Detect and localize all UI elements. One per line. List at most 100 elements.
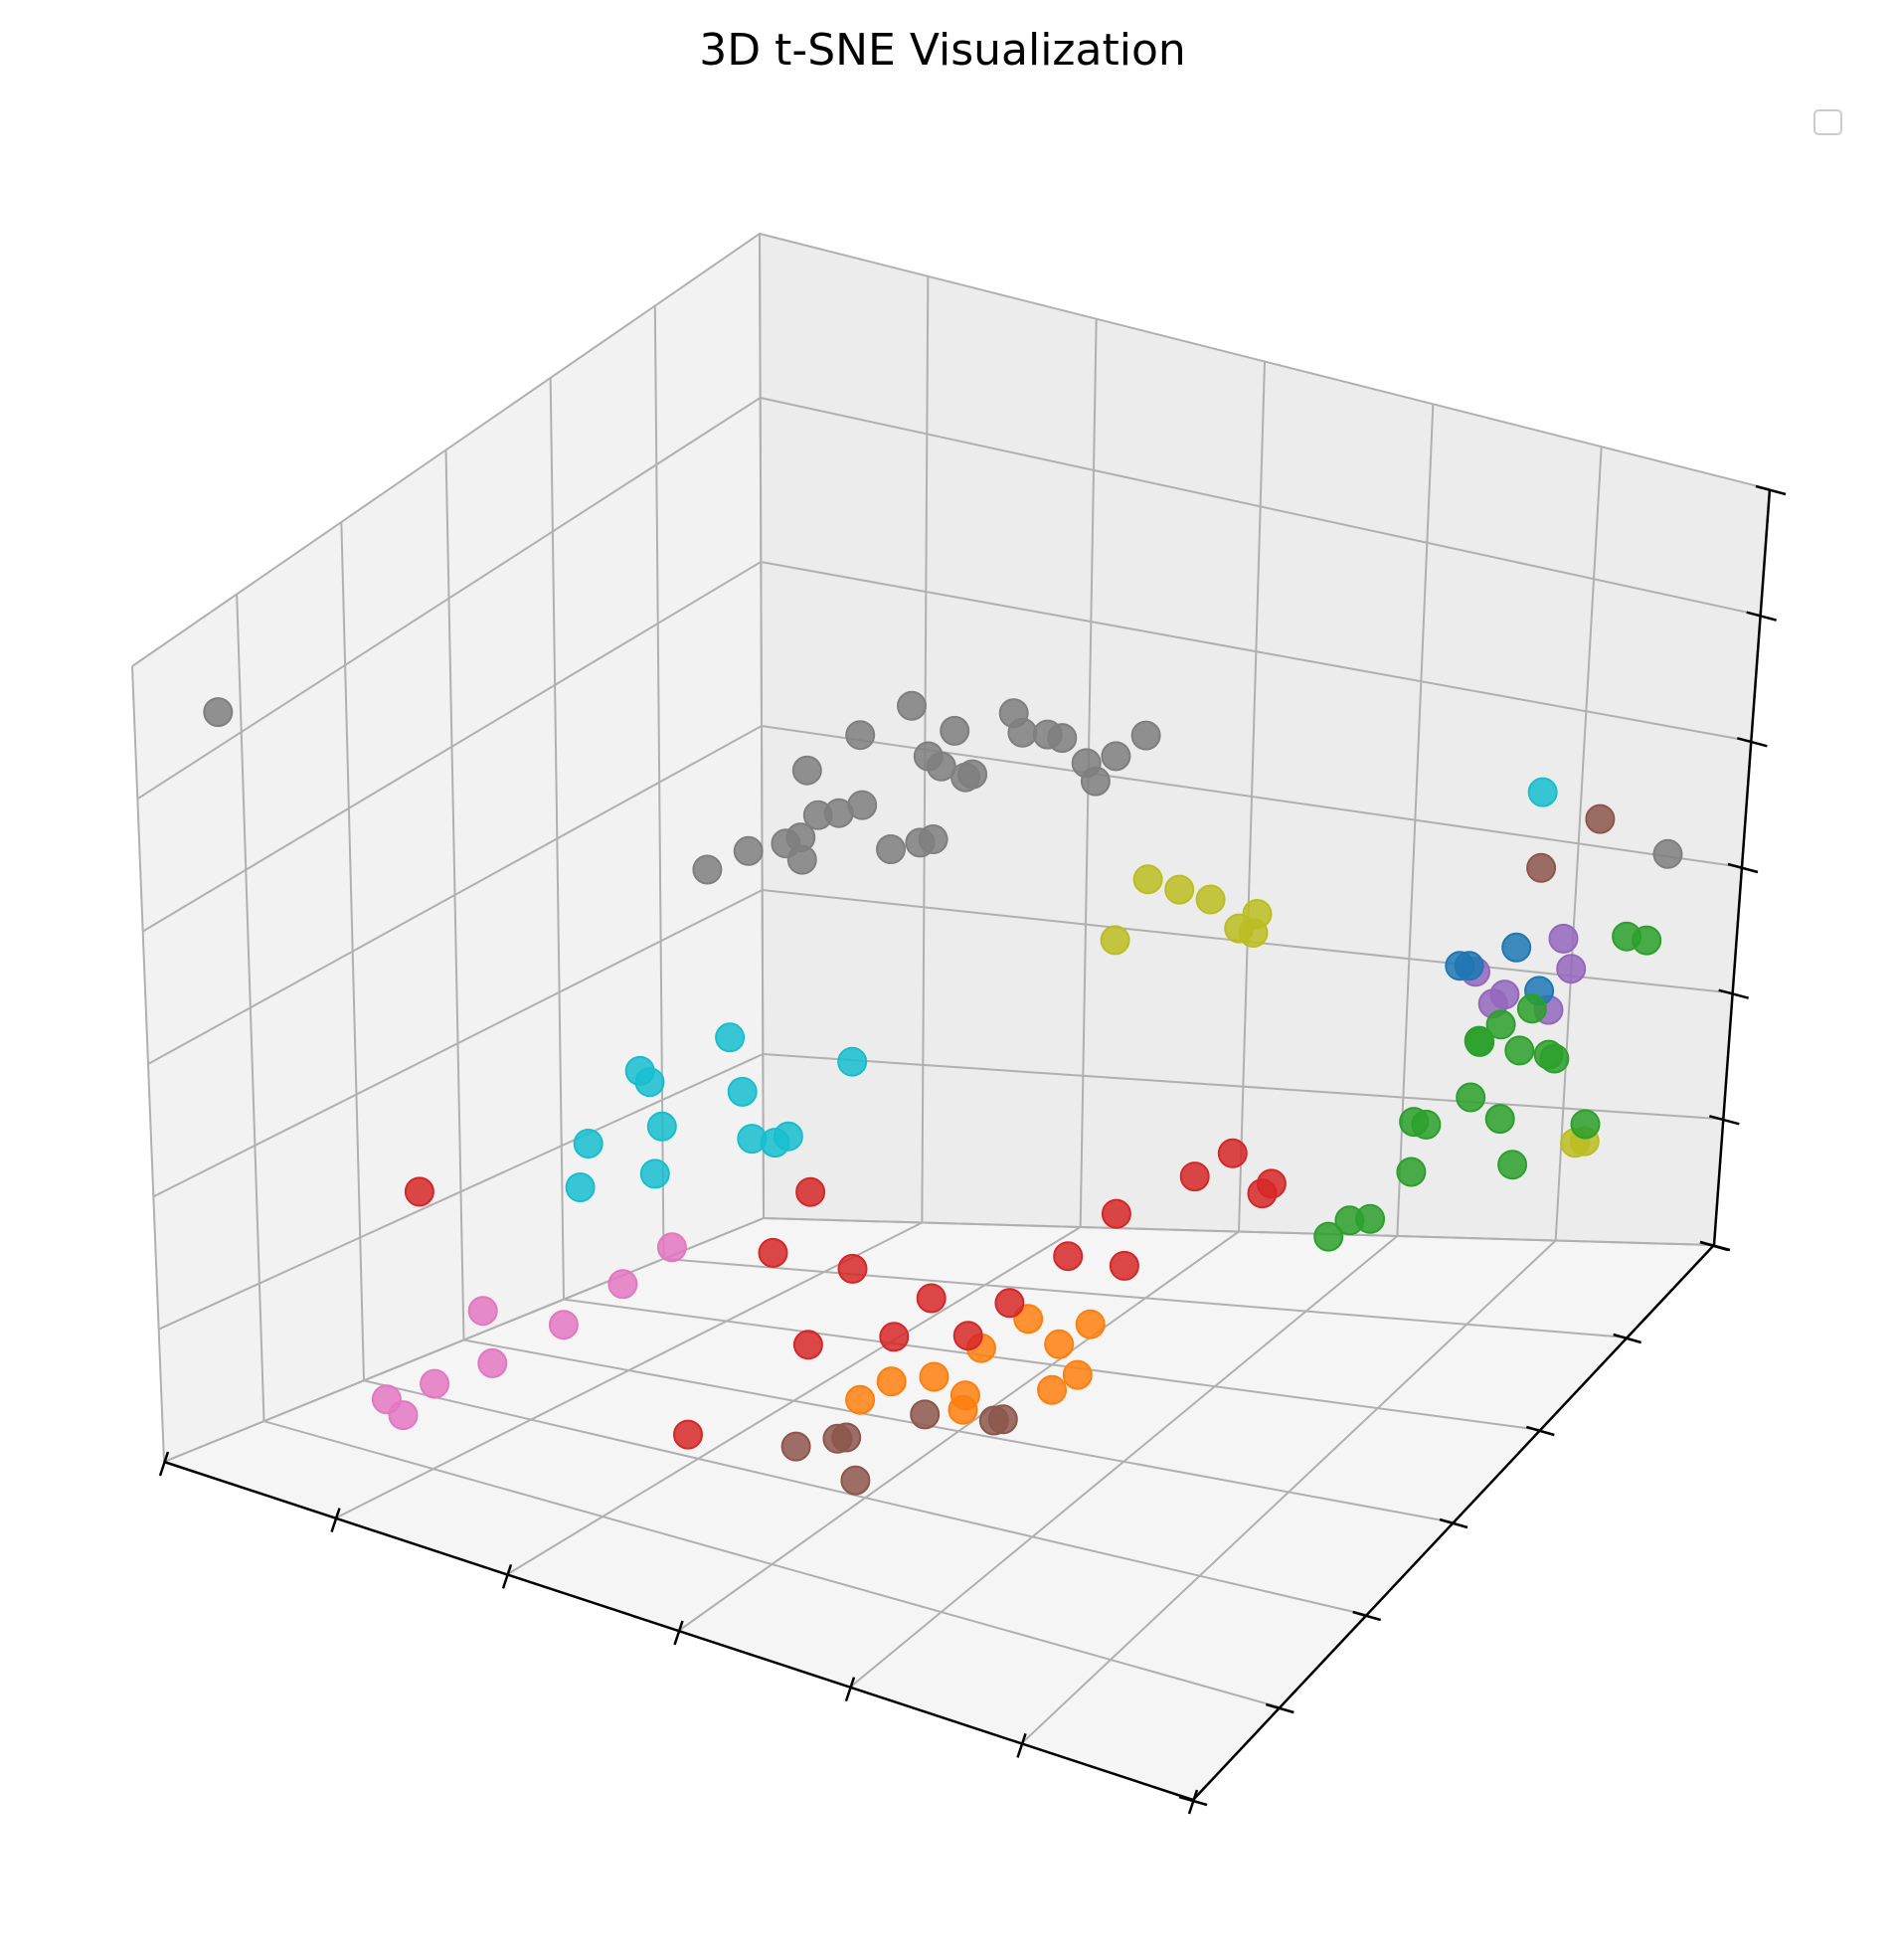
scatter-point-green <box>1485 1009 1516 1040</box>
scatter-point-gray <box>802 800 833 830</box>
scatter-point-orange <box>1037 1374 1067 1405</box>
y-axis-tick <box>1525 1425 1555 1437</box>
scatter-point-red <box>1109 1250 1139 1281</box>
scatter-point-red <box>792 1330 823 1360</box>
x-axis-tick <box>673 1620 684 1646</box>
scatter-point-cyan <box>565 1172 596 1202</box>
scatter-point-cyan <box>624 1055 655 1086</box>
scatter-point-brown <box>1526 852 1557 883</box>
z-axis-tick <box>1727 862 1759 874</box>
scatter-point-cyan <box>1527 777 1558 807</box>
axes-grid <box>131 232 1771 1801</box>
scatter-point-red <box>1053 1241 1084 1272</box>
scatter-point-brown <box>910 1399 941 1430</box>
scatter-point-gray <box>897 690 927 721</box>
scatter-point-green <box>1334 1205 1365 1236</box>
y-axis-tick <box>1699 1240 1729 1252</box>
scatter-point-red <box>837 1253 868 1284</box>
scatter-point-gray <box>940 715 970 746</box>
scatter-point-red <box>916 1283 947 1314</box>
z-axis-tick <box>1709 1115 1740 1126</box>
scatter-point-red <box>952 1321 983 1351</box>
scatter-point-red <box>404 1176 434 1207</box>
scatter-point-olive <box>1100 925 1130 956</box>
scatter-point-gray <box>1080 766 1111 797</box>
scatter-point-blue <box>1454 951 1484 981</box>
scatter-point-pink <box>656 1232 687 1263</box>
x-axis-tick <box>330 1508 341 1533</box>
scatter-point-green <box>1456 1082 1486 1113</box>
y-axis-tick <box>1352 1610 1382 1622</box>
scatter-point-olive <box>1164 874 1195 905</box>
scatter-point-green <box>1516 993 1547 1024</box>
scatter-point-pink <box>467 1296 498 1327</box>
scatter-point-orange <box>876 1366 907 1397</box>
scatter-point-purple <box>1548 923 1579 954</box>
scatter-point-gray <box>203 697 234 728</box>
x-axis-tick <box>1016 1732 1027 1758</box>
scatter-point-orange <box>1044 1329 1075 1359</box>
scatter-point-gray <box>845 720 876 751</box>
scatter-point-pink <box>607 1269 638 1300</box>
x-axis-tick <box>844 1677 856 1702</box>
scatter-point-red <box>1179 1161 1210 1192</box>
y-axis-tick <box>1439 1517 1468 1529</box>
scatter-point-green <box>1533 1039 1564 1070</box>
scatter-point-green <box>1313 1221 1344 1252</box>
x-axis-tick <box>501 1563 513 1589</box>
scatter-point-red <box>1247 1178 1278 1209</box>
y-axis-tick <box>1265 1702 1294 1714</box>
scatter-point-cyan <box>837 1046 868 1077</box>
scatter-point-cyan <box>737 1124 768 1155</box>
scatter-point-gray <box>876 834 906 864</box>
scatter-point-cyan <box>639 1158 670 1189</box>
z-axis-tick <box>1718 988 1749 999</box>
x-axis-tick <box>158 1451 170 1477</box>
scatter-point-gray <box>918 824 948 854</box>
scatter-point-cyan <box>715 1022 746 1053</box>
scatter-point-gray <box>1032 719 1063 750</box>
scatter-point-gray <box>692 854 723 885</box>
scatter-point-olive <box>1132 864 1163 895</box>
scatter-point-gray <box>1652 838 1683 869</box>
pane-floor <box>164 1218 1714 1800</box>
x-axis-tick <box>1187 1789 1199 1815</box>
scatter-point-blue <box>1501 932 1532 963</box>
grid-line-y <box>549 377 1541 1431</box>
scatter-point-gray <box>786 844 817 875</box>
scatter-point-orange <box>948 1394 978 1425</box>
scatter-point-gray <box>847 790 878 820</box>
scatter-point-gray <box>1101 741 1131 772</box>
scatter-point-gray <box>1130 720 1161 751</box>
scatter-point-gray <box>957 759 988 790</box>
scatter-point-orange <box>1062 1359 1093 1390</box>
scatter-point-red <box>1217 1138 1248 1168</box>
scatter-point-gray <box>733 835 764 866</box>
scatter-point-orange <box>919 1361 949 1392</box>
scatter-point-brown <box>822 1423 853 1454</box>
scatter-point-red <box>673 1419 703 1450</box>
scatter-point-green <box>1396 1157 1427 1187</box>
scatter-point-orange <box>1075 1309 1106 1339</box>
scatter-point-brown <box>780 1431 811 1462</box>
scatter-point-brown <box>1585 803 1616 834</box>
y-axis-tick <box>1613 1333 1642 1344</box>
scatter-point-brown <box>978 1405 1009 1436</box>
scatter-point-orange <box>845 1384 876 1415</box>
scatter-point-pink <box>477 1347 508 1378</box>
scatter-point-green <box>1612 921 1642 952</box>
scatter-point-green <box>1570 1109 1601 1140</box>
scatter-point-red <box>879 1322 910 1352</box>
scatter-point-pink <box>548 1310 579 1340</box>
scatter-point-cyan <box>573 1129 603 1158</box>
scatter-point-red <box>1101 1198 1131 1229</box>
z-axis-tick <box>1737 737 1768 748</box>
scatter-point-brown <box>840 1465 871 1496</box>
scatter-point-gray <box>913 741 944 772</box>
scatter-point-green <box>1504 1035 1535 1066</box>
pane-left-wall <box>132 234 764 1462</box>
z-axis-tick <box>1755 484 1787 496</box>
scatter-point-pink <box>420 1368 450 1399</box>
scatter-point-green <box>1484 1104 1515 1135</box>
